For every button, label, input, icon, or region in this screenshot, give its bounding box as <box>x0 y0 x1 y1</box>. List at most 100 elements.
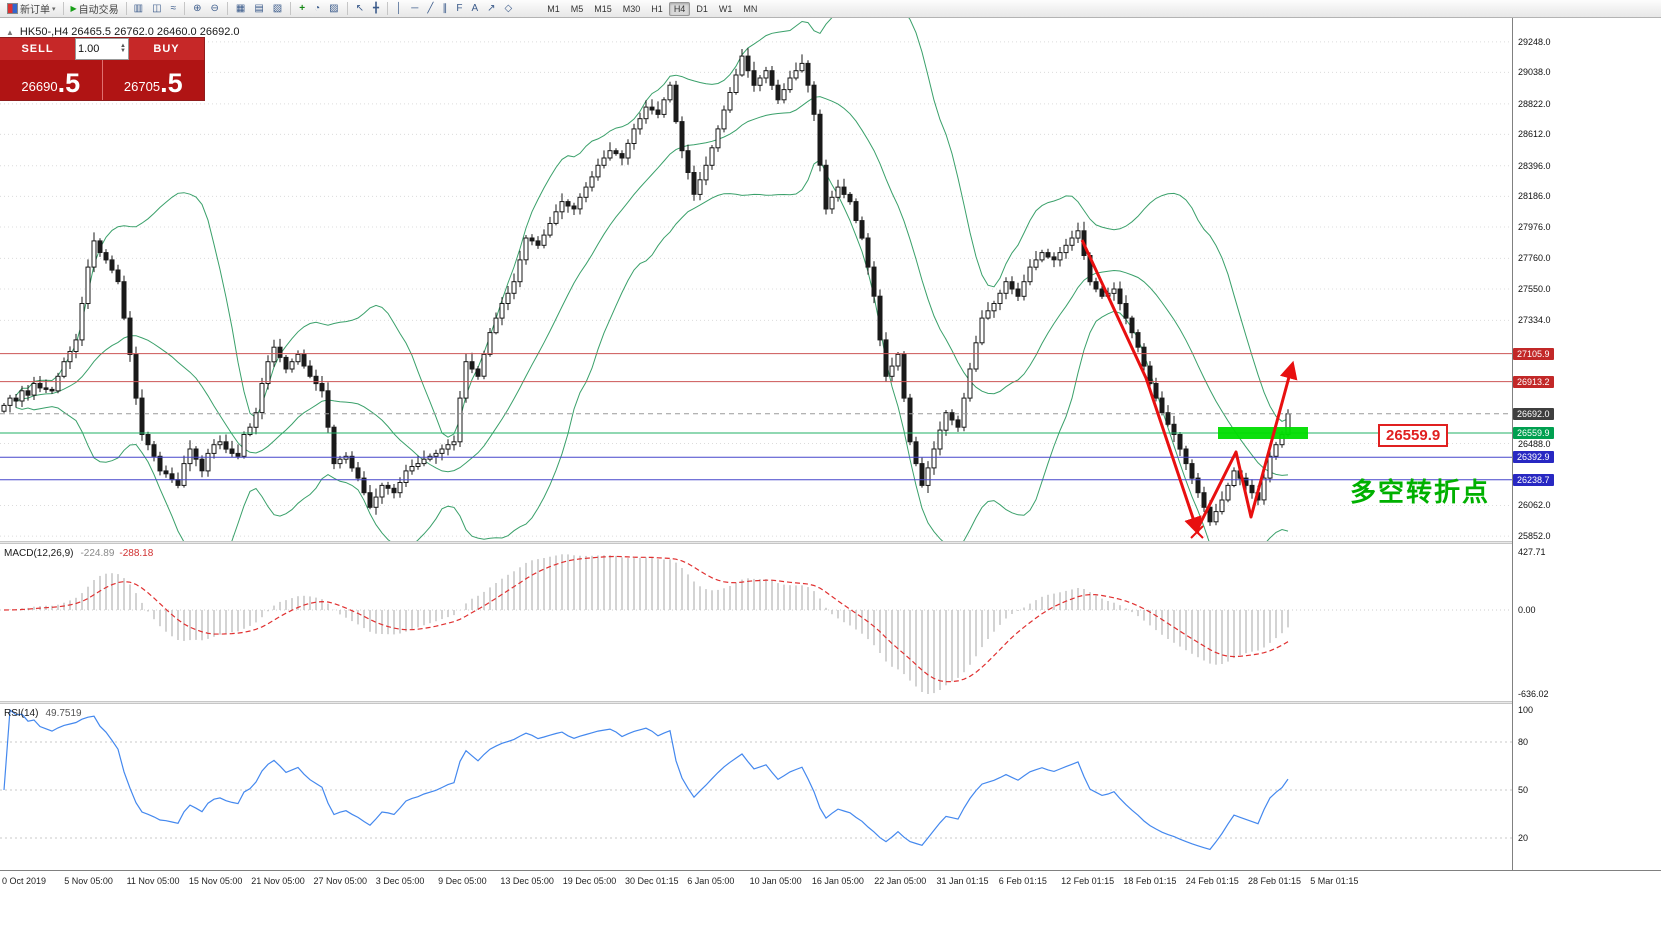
volume-spin-buttons[interactable]: ▲ ▼ <box>120 43 126 54</box>
toolbar-separator <box>62 2 64 15</box>
macd-histogram <box>9 554 1289 694</box>
fibonacci-button[interactable]: F <box>452 0 466 17</box>
caret-down-icon: ▾ <box>52 5 56 13</box>
bar-chart-icon: ▥ <box>133 2 144 14</box>
bar-chart-button[interactable]: ▥ <box>130 0 147 17</box>
shapes-icon: ◇ <box>504 2 513 14</box>
arrows-button[interactable]: ↗ <box>483 0 499 17</box>
trendline-icon: ╱ <box>427 2 434 14</box>
price-axis-label: 28396.0 <box>1518 160 1551 171</box>
macd-axis-label: -636.02 <box>1518 689 1549 699</box>
time-axis-label: 6 Feb 01:15 <box>998 876 1047 886</box>
new-order-icon <box>7 3 18 14</box>
candlestick-icon: ◫ <box>152 2 162 14</box>
zoom-out-icon: ⊖ <box>210 2 219 14</box>
line-chart-button[interactable]: ≈ <box>167 0 181 17</box>
price-axis-label: 27334.0 <box>1518 315 1551 326</box>
timeframe-m5-button[interactable]: M5 <box>570 3 584 14</box>
toolbar-separator <box>184 2 186 15</box>
volume-value[interactable]: 1.00 <box>78 43 100 55</box>
timeframe-w1-button[interactable]: W1 <box>718 3 733 14</box>
toolbar-separator <box>386 2 388 15</box>
main-chart-canvas[interactable] <box>0 18 1512 541</box>
timeframe-m1-button[interactable]: M1 <box>547 3 560 14</box>
volume-up-icon[interactable]: ▲ <box>120 43 126 49</box>
toolbar-separator <box>290 2 292 15</box>
time-axis-label: 3 Dec 05:00 <box>375 876 425 886</box>
timeframe-h1-button[interactable]: H1 <box>651 3 663 14</box>
chart-window: 29248.0 29038.0 28822.0 28612.0 28396.0 28186… <box>0 18 1661 890</box>
cursor-button[interactable]: ↖ <box>352 0 368 17</box>
text-button[interactable]: A <box>467 0 482 17</box>
sell-button[interactable]: SELL <box>0 38 75 60</box>
panel-splitter[interactable] <box>0 701 1661 704</box>
price-axis-label: 28822.0 <box>1518 98 1551 109</box>
tile-windows-button[interactable]: ▦ <box>232 0 249 17</box>
trendline-button[interactable]: ╱ <box>423 0 437 17</box>
autotrading-label: 自动交易 <box>78 5 119 16</box>
shapes-button[interactable]: ◇ <box>501 0 517 17</box>
crosshair-icon: ╋ <box>372 2 379 14</box>
toolbar-separator <box>346 2 348 15</box>
channel-button[interactable]: ∥ <box>438 0 451 17</box>
crosshair-button[interactable]: ╋ <box>369 0 383 17</box>
price-line-tag: 26692.0 <box>1513 407 1554 420</box>
templates-button[interactable]: ▨ <box>325 0 342 17</box>
macd-signal-line <box>3 555 1289 683</box>
indicators-list-button[interactable]: ▧ <box>269 0 286 17</box>
price-axis-label: 29038.0 <box>1518 67 1551 78</box>
buy-price-big: .5 <box>160 68 183 98</box>
time-axis[interactable]: 0 Oct 2019 5 Nov 05:00 11 Nov 05:00 15 Nov … <box>0 870 1661 890</box>
channel-icon: ∥ <box>442 2 448 14</box>
rsi-panel-canvas[interactable] <box>0 704 1512 870</box>
timeframe-m30-button[interactable]: M30 <box>622 3 641 14</box>
time-axis-label: 13 Dec 05:00 <box>500 876 554 886</box>
rsi-value: 49.7519 <box>45 708 82 719</box>
timeframe-m15-button[interactable]: M15 <box>594 3 612 14</box>
volume-down-icon[interactable]: ▼ <box>120 48 126 54</box>
price-axis-label: 28612.0 <box>1518 129 1551 140</box>
timeframe-h4-button[interactable]: H4 <box>668 1 691 16</box>
timeframe-d1-button[interactable]: D1 <box>696 3 708 14</box>
horizontal-line-button[interactable]: ─ <box>407 0 422 17</box>
price-axis[interactable]: 29248.0 29038.0 28822.0 28612.0 28396.0 28186… <box>1512 18 1661 890</box>
macd-value: -224.89 <box>80 548 115 559</box>
candlestick-button[interactable]: ◫ <box>148 0 165 17</box>
toolbar-separator <box>226 2 228 15</box>
macd-panel-canvas[interactable] <box>0 544 1512 700</box>
volume-stepper[interactable]: 1.00 ▲ ▼ <box>75 38 129 60</box>
buy-button[interactable]: BUY <box>129 38 204 60</box>
price-axis-label: 27550.0 <box>1518 283 1551 294</box>
auto-arrange-icon: ▤ <box>254 2 264 14</box>
price-axis-label: 26062.0 <box>1518 500 1551 511</box>
zoom-out-button[interactable]: ⊖ <box>206 0 222 17</box>
rsi-axis-label: 80 <box>1518 737 1529 747</box>
macd-name: MACD(12,26,9) <box>4 548 74 559</box>
one-click-collapse-icon[interactable]: ▲ <box>6 27 14 37</box>
indicators-icon: + <box>299 2 306 14</box>
chart-symbol-info: ▲ HK50-,H4 26465.5 26762.0 26460.0 26692… <box>6 26 240 38</box>
zoom-in-icon: ⊕ <box>193 2 202 14</box>
panel-splitter[interactable] <box>0 541 1661 544</box>
candlestick-series <box>1 48 1291 526</box>
time-axis-label: 5 Nov 05:00 <box>64 876 113 886</box>
periods-button[interactable]: ◔ <box>310 0 324 17</box>
auto-arrange-button[interactable]: ▤ <box>250 0 267 17</box>
macd-indicator-label: MACD(12,26,9) -224.89 -288.18 <box>4 548 153 559</box>
autotrading-button[interactable]: ▶ 自动交易 <box>67 0 123 17</box>
indicators-list-icon: ▧ <box>272 2 283 14</box>
one-click-trading-panel: SELL 1.00 ▲ ▼ BUY 26690.5 26705.5 <box>0 38 204 100</box>
time-axis-label: 24 Feb 01:15 <box>1185 876 1239 886</box>
sell-price-button[interactable]: 26690.5 <box>0 60 103 100</box>
rsi-axis-label: 100 <box>1518 705 1534 715</box>
new-order-button[interactable]: 新订单 ▾ <box>3 0 60 17</box>
zoom-in-button[interactable]: ⊕ <box>189 0 205 17</box>
price-callout-box[interactable]: 26559.9 <box>1378 424 1449 447</box>
rsi-indicator-label: RSI(14) 49.7519 <box>4 708 82 719</box>
buy-price-button[interactable]: 26705.5 <box>102 60 204 100</box>
timeframe-mn-button[interactable]: MN <box>743 3 758 14</box>
turning-point-text[interactable]: 多空转折点 <box>1350 477 1491 507</box>
vertical-line-button[interactable]: │ <box>392 0 406 17</box>
price-axis-label: 27760.0 <box>1518 253 1551 264</box>
indicators-button[interactable]: + <box>295 0 309 17</box>
